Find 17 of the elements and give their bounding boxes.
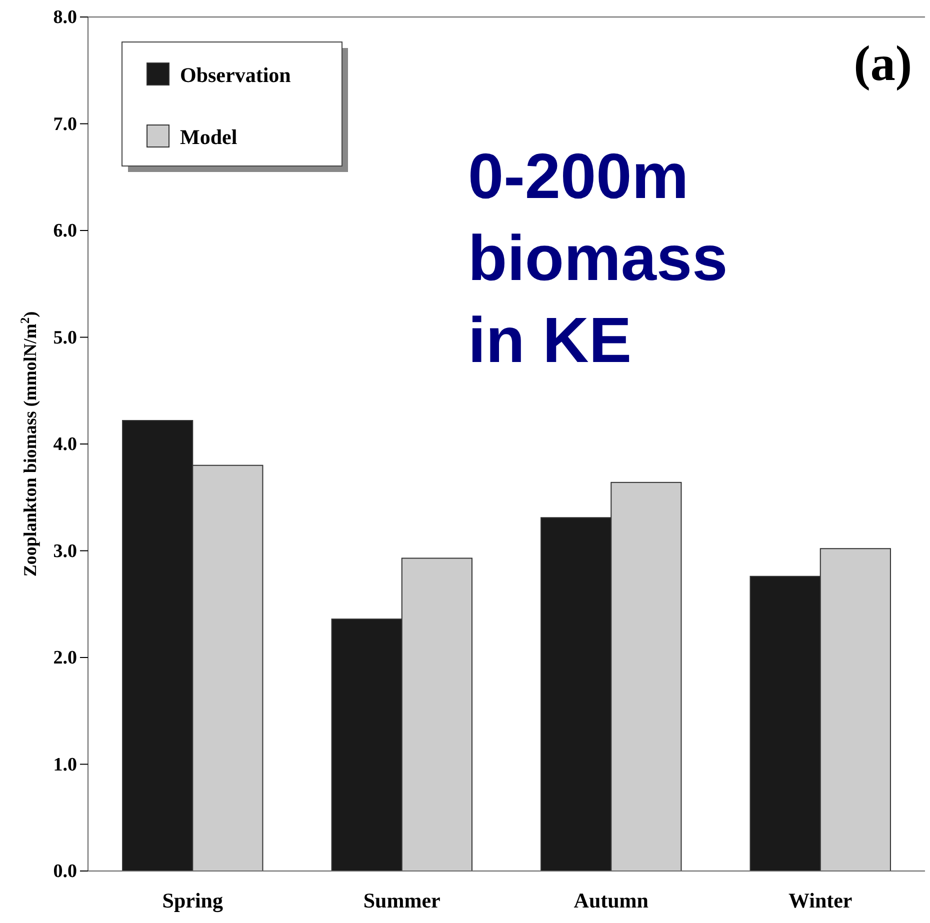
x-tick-label: Winter — [788, 888, 852, 913]
x-tick-label: Spring — [162, 888, 224, 913]
y-tick-label: 3.0 — [53, 540, 77, 562]
legend-label: Model — [180, 125, 238, 149]
annotation: 0-200m biomass in KE — [468, 140, 728, 376]
y-tick-label: 7.0 — [53, 114, 77, 135]
y-tick-label: 4.0 — [53, 434, 77, 456]
x-tick-label: Autumn — [574, 888, 649, 913]
legend-label: Observation — [180, 63, 292, 87]
y-tick-label: 1.0 — [53, 754, 77, 776]
annotation: (a) — [854, 35, 912, 91]
y-tick-label: 8.0 — [53, 7, 77, 28]
y-tick-label: 5.0 — [53, 327, 77, 348]
y-tick-label: 0.0 — [53, 861, 77, 882]
x-tick-label: Summer — [363, 888, 440, 913]
y-tick-label: 6.0 — [53, 220, 77, 242]
y-tick-label: 2.0 — [53, 648, 77, 669]
